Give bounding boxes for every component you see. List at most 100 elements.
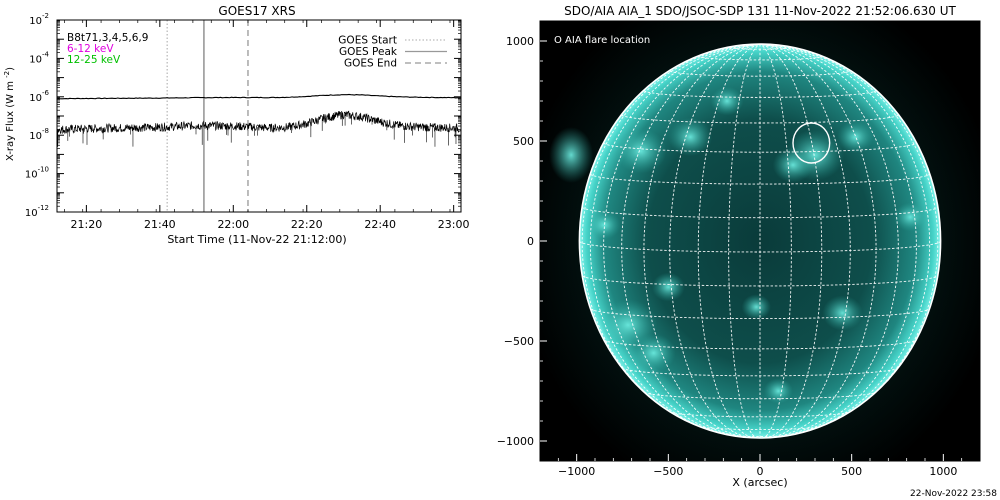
goes-plot-frame [56,19,462,213]
aia-plot-area: O AIA flare location −1000 −500 0 500 1000 100… [497,20,981,478]
aia-image-content: O AIA flare location [540,21,980,461]
aia-grid-meridian [759,43,823,439]
goes-y-axis-label: X-ray Flux (W m -2) [3,67,16,161]
aia-heliographic-grid [578,43,942,439]
aia-grid-meridian [759,43,939,430]
aia-grid-meridian [759,43,899,438]
aia-disk-features [587,86,927,404]
goes-chart-title: GOES17 XRS [218,4,295,18]
aia-grid-meridian [643,43,761,438]
aia-grid-parallel [697,55,823,61]
aia-bright-region [822,295,863,331]
aia-x-axis-label: X (arcsec) [732,476,787,489]
aia-grid-parallel [699,426,821,431]
goes-x-tick-label: 21:40 [144,218,176,231]
aia-grid-meridian [759,43,917,437]
aia-y-tick-label: 1000 [506,35,534,48]
aia-grid-meridian [697,43,761,439]
goes-y-tick-exponent: -6 [42,89,50,97]
aia-grid-parallel [589,173,931,185]
goes-legend-label: GOES Start [338,35,397,47]
goes-legend-label: GOES End [344,58,397,70]
aia-grid-meridian [621,43,761,438]
goes-y-tick-label: 10-6 [29,89,49,104]
aia-bright-region [741,294,771,320]
aia-bright-region [615,128,667,174]
aia-flare-location-circle [792,122,831,164]
aia-bright-region [651,272,685,302]
aia-grid-parallel [621,114,899,124]
aia-grid-meridian [728,43,761,439]
goes-y-tick-exponent: -2 [42,12,49,20]
goes-plot-area: 10-12 10-10 10-8 10-6 10-4 10-2 21:20 21:40 22:0… [25,12,470,231]
goes-x-axis-label: Start Time (11-Nov-22 21:12:00) [167,233,346,246]
aia-grid-meridian [759,43,851,439]
aia-bright-region [763,378,793,404]
goes-info-label-1: B8t71,3,4,5,6,9 [67,32,148,44]
goes-x-tick-label: 22:40 [364,218,396,231]
goes-info-label-2: 6-12 keV [67,43,114,55]
aia-bright-region [893,202,927,232]
aia-y-tick-label: −500 [504,335,534,348]
aia-y-tick-label: −1000 [497,435,534,448]
goes-y-axis-label-exponent: -2 [3,71,11,78]
aia-image-panel: SDO/AIA AIA_1 SDO/JSOC-SDP 131 11-Nov-20… [497,4,981,489]
aia-bright-region [631,333,676,373]
aia-grid-parallel [621,367,899,377]
goes-x-tick-label: 21:20 [71,218,103,231]
goes-y-axis-label-close: ) [5,67,16,71]
aia-x-tick-label: 0 [757,465,764,478]
aia-grid-parallel [603,339,917,350]
aia-legend-label: O AIA flare location [554,35,650,46]
goes-y-tick-exponent: -12 [38,204,49,212]
goes-legend-label: GOES Peak [339,46,398,58]
aia-bright-region [772,147,814,183]
aia-grid-parallel [643,391,877,400]
aia-x-tick-label: 1000 [929,465,957,478]
aia-limb-loop [549,127,594,183]
aia-image-title: SDO/AIA AIA_1 SDO/JSOC-SDP 131 11-Nov-20… [564,4,956,18]
aia-grid-parallel [578,240,942,253]
aia-grid-parallel [581,206,939,219]
aia-grid-meridian [759,43,931,436]
aia-limb-outline [578,43,942,439]
aia-bright-region [668,117,713,157]
aia-y-tick-label: 0 [527,235,534,248]
aia-grid-meridian [603,43,761,437]
aia-grid-meridian [589,43,761,436]
goes-y-tick-label: 10-4 [29,50,49,65]
goes-y-tick-exponent: -10 [38,166,49,174]
aia-grid-meridian [759,43,792,439]
aia-grid-meridian [669,43,761,439]
aia-bright-region [587,210,621,240]
aia-bright-region [837,121,874,153]
aia-grid-parallel [643,90,877,98]
goes-y-tick-label: 10-2 [29,12,49,27]
aia-y-tick-label: 500 [513,135,534,148]
goes-info-label-3: 12-25 keV [67,54,121,66]
aia-bright-region [710,86,744,116]
goes-y-tick-label: 10-12 [25,204,49,219]
goes-xrs-panel: GOES17 XRS X-ray Flux (W m -2) 10-1210-1… [3,4,470,246]
aia-solar-disk [579,44,941,438]
goes-y-tick-exponent: -4 [42,50,50,58]
aia-grid-parallel [670,411,850,418]
goes-x-tick-label: 23:00 [438,218,470,231]
aia-grid-parallel [603,142,917,153]
goes-x-tick-label: 22:20 [291,218,323,231]
aia-x-tick-label: −1000 [558,465,595,478]
aia-grid-parallel [581,275,939,287]
goes-series-line-1 [57,93,461,100]
aia-grid-meridian [581,43,761,430]
goes-y-axis-label-text: X-ray Flux (W m [5,81,16,161]
goes-y-tick-label: 10-10 [25,166,49,181]
aia-grid-parallel [669,70,851,77]
goes-y-tick-exponent: -8 [42,127,49,135]
goes-series-line-2 [57,110,461,135]
goes-y-tick-label: 10-8 [29,127,49,142]
goes-x-tick-label: 22:00 [217,218,249,231]
aia-grid-meridian [759,43,877,438]
footer-timestamp: 22-Nov-2022 23:58 [910,489,997,499]
aia-grid-parallel [590,308,930,320]
